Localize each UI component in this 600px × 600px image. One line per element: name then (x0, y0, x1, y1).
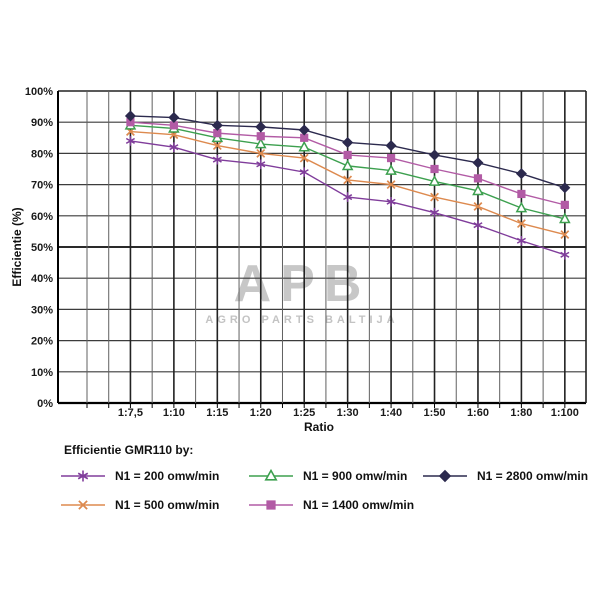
y-axis-title: Efficientie (%) (10, 207, 24, 286)
x-marker-icon (78, 500, 88, 510)
x-marker-icon (516, 219, 526, 229)
legend-item: N1 = 2800 omw/min (422, 468, 588, 484)
triangle-marker-icon (515, 201, 528, 213)
x-marker-icon (386, 180, 396, 190)
x-tick-label: 1:10 (163, 407, 185, 419)
y-tick-label: 100% (25, 86, 53, 98)
x-tick-label: 1:50 (424, 407, 446, 419)
x-tick-label: 1:40 (380, 407, 402, 419)
asterisk-marker-icon (169, 142, 179, 152)
square-marker-icon (517, 189, 526, 199)
legend-marker (249, 500, 293, 510)
square-marker-icon (560, 200, 569, 209)
diamond-marker-icon (255, 121, 267, 133)
y-tick-label: 20% (31, 336, 53, 348)
asterisk-marker-icon (77, 470, 89, 482)
triangle-marker-icon (254, 137, 267, 149)
x-tick-label: 1:15 (206, 407, 228, 419)
legend-marker (249, 468, 293, 481)
asterisk-marker-icon (560, 250, 570, 260)
y-tick-label: 40% (31, 273, 53, 285)
y-tick-label: 0% (37, 398, 53, 410)
legend-item: N1 = 200 omw/min (60, 468, 248, 484)
diamond-marker-icon (168, 112, 180, 124)
triangle-marker-icon (341, 159, 354, 171)
diamond-marker-icon (559, 182, 571, 194)
square-marker-icon (256, 132, 265, 141)
x-marker-icon (430, 192, 439, 202)
efficiency-line-chart: 0% 10% 20% 30% 40% 50% 60% 70% 80% 90% 100% 1:7,5 1:… (10, 86, 587, 434)
asterisk-marker-icon (256, 159, 266, 170)
diamond-marker-icon (124, 110, 136, 122)
legend-marker (61, 500, 105, 510)
legend-label: N1 = 900 omw/min (303, 469, 408, 483)
y-tick-label: 80% (31, 148, 53, 160)
asterisk-marker-icon (299, 167, 309, 177)
legend-item: N1 = 900 omw/min (248, 468, 422, 484)
triangle-marker-icon (559, 212, 571, 224)
y-tick-label: 50% (31, 242, 53, 254)
legend-label: N1 = 200 omw/min (115, 469, 220, 483)
diamond-marker-icon (298, 124, 310, 136)
y-tick-label: 60% (31, 211, 53, 223)
x-marker-icon (256, 148, 266, 158)
square-marker-icon (473, 174, 483, 183)
x-tick-label: 1:30 (337, 407, 359, 419)
legend-marker (423, 469, 467, 483)
legend-title: Efficientie GMR110 by: (64, 443, 194, 457)
x-marker-icon (343, 175, 353, 185)
x-tick-label: 1:80 (510, 407, 532, 419)
asterisk-marker-icon (343, 192, 353, 202)
y-tick-label: 70% (31, 180, 53, 192)
y-tick-label: 30% (31, 304, 53, 316)
legend-label: N1 = 2800 omw/min (477, 469, 589, 483)
watermark-logo: APB (233, 255, 371, 313)
legend-item: N1 = 1400 omw/min (248, 497, 422, 513)
y-tick-label: 90% (31, 117, 53, 129)
x-axis-title: Ratio (304, 420, 334, 434)
triangle-marker-icon (385, 164, 397, 175)
diamond-marker-icon (342, 136, 354, 148)
diamond-marker-icon (211, 119, 223, 131)
diamond-marker-icon (429, 149, 441, 161)
asterisk-marker-icon (125, 136, 135, 146)
triangle-marker-icon (428, 175, 441, 186)
legend-label: N1 = 500 omw/min (115, 498, 220, 512)
triangle-marker-icon (264, 468, 278, 481)
triangle-marker-icon (472, 184, 484, 196)
diamond-marker-icon (472, 157, 484, 169)
x-tick-label: 1:100 (551, 407, 579, 419)
triangle-marker-icon (298, 140, 311, 152)
square-marker-icon (266, 500, 276, 510)
x-tick-label: 1:20 (250, 407, 272, 419)
chart-legend: N1 = 200 omw/min N1 = 900 omw/min N1 = 280… (60, 468, 588, 513)
legend-marker (61, 470, 105, 482)
asterisk-marker-icon (516, 235, 526, 246)
legend-item: N1 = 500 omw/min (60, 497, 248, 513)
x-tick-label: 1:25 (293, 407, 315, 419)
x-tick-label: 1:60 (467, 407, 489, 419)
x-marker-icon (299, 153, 309, 163)
x-marker-icon (212, 141, 222, 151)
square-marker-icon (343, 150, 352, 160)
y-tick-label: 10% (31, 367, 53, 379)
x-marker-icon (473, 201, 483, 211)
asterisk-marker-icon (212, 154, 222, 165)
square-marker-icon (430, 164, 439, 174)
square-marker-icon (386, 153, 396, 163)
legend-label: N1 = 1400 omw/min (303, 498, 415, 512)
asterisk-marker-icon (429, 207, 440, 218)
asterisk-marker-icon (473, 220, 483, 230)
diamond-marker-icon (515, 168, 527, 180)
asterisk-marker-icon (386, 196, 396, 207)
diamond-marker-icon (385, 140, 397, 152)
diamond-marker-icon (438, 469, 452, 483)
x-tick-label: 1:7,5 (118, 407, 143, 419)
x-marker-icon (560, 230, 570, 239)
